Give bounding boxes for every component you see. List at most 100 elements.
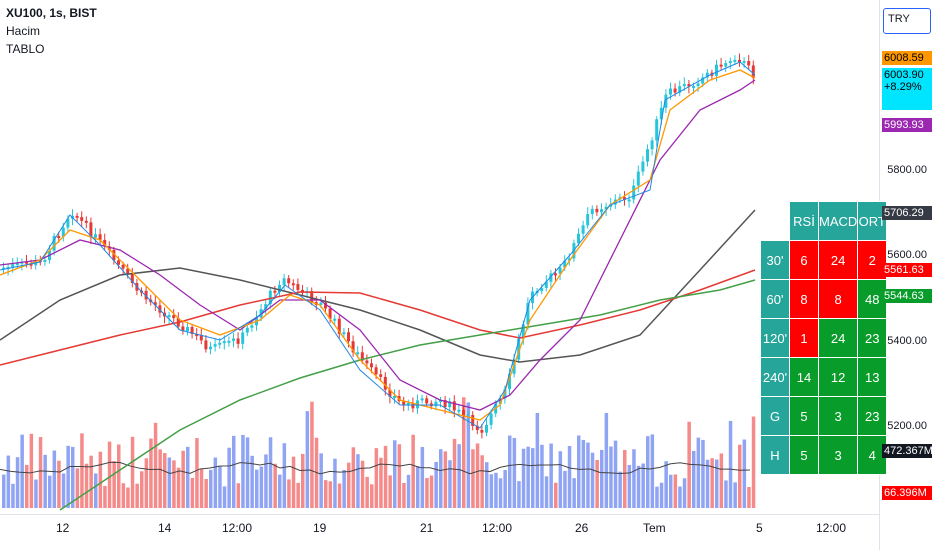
candle [485, 424, 488, 433]
volume-bar [650, 434, 655, 508]
volume-bar [84, 463, 89, 508]
volume-bar [199, 469, 204, 508]
candle [383, 376, 387, 390]
time-tick: 12 [56, 521, 70, 535]
candle [609, 204, 613, 207]
candle [420, 398, 424, 401]
currency-selector[interactable]: TRY [883, 8, 931, 34]
volume-bar [43, 454, 47, 508]
candle [282, 278, 286, 285]
volume-bar [140, 471, 144, 508]
volume-bar [600, 449, 604, 508]
volume-bar [29, 433, 34, 508]
candle [590, 208, 594, 215]
volume-ma-line [0, 461, 751, 475]
ma-red-line [0, 269, 756, 366]
candle [291, 283, 295, 286]
volume-bar [448, 460, 452, 508]
table-cell: 1 [789, 318, 819, 358]
volume-indicator-label[interactable]: Hacim [6, 24, 41, 38]
price-tick: 5200.00 [887, 420, 927, 432]
candle [567, 258, 571, 261]
candle [498, 398, 502, 404]
volume-bar [38, 437, 43, 508]
candle [669, 88, 672, 95]
candle [687, 84, 691, 87]
volume-bar [425, 477, 429, 508]
candle [75, 215, 79, 218]
table-cell: 23 [857, 396, 888, 436]
candle [29, 263, 33, 266]
volume-bar [475, 443, 480, 508]
volume-bar [544, 476, 549, 508]
row-label: 60' [760, 279, 790, 319]
candle [117, 260, 120, 265]
candle [600, 209, 603, 213]
candle [278, 284, 281, 293]
volume-bar [135, 483, 139, 508]
table-cell: 5 [789, 435, 819, 475]
candle [333, 318, 337, 321]
volume-bar [25, 464, 29, 508]
symbol-title[interactable]: XU100, 1s, BIST [6, 6, 97, 20]
volume-bar [356, 454, 360, 508]
candle [673, 88, 677, 93]
candle [577, 233, 580, 244]
volume-bar [227, 447, 231, 508]
volume-bar [443, 451, 448, 508]
volume-bar [130, 436, 135, 508]
candle [158, 305, 162, 313]
candle [43, 259, 47, 262]
volume-bar [324, 480, 328, 508]
volume-bar [641, 463, 645, 508]
candle [462, 409, 465, 416]
volume-bar [388, 475, 392, 508]
candle [273, 290, 277, 293]
table-cell: 24 [817, 318, 859, 358]
candle [264, 304, 268, 310]
candle [347, 332, 350, 342]
candle [374, 367, 378, 375]
volume-bar [6, 455, 11, 508]
candle [705, 72, 709, 78]
candle [328, 308, 332, 319]
volume-bar [673, 474, 678, 508]
volume-bar [521, 448, 526, 508]
candle [80, 217, 84, 221]
candle [558, 267, 562, 274]
candle [25, 261, 28, 264]
volume-bar [250, 455, 254, 508]
volume-bar [751, 416, 756, 508]
volume-bar [305, 411, 310, 508]
volume-bar [457, 444, 461, 508]
time-tick: 14 [158, 521, 172, 535]
volume-bar [80, 433, 84, 508]
volume-bar [623, 449, 627, 508]
volume-bar [439, 449, 443, 508]
candle [650, 140, 654, 150]
volume-bar [498, 478, 503, 508]
volume-bar [627, 464, 632, 508]
time-tick: 26 [575, 521, 589, 535]
table-indicator-label[interactable]: TABLO [6, 42, 45, 56]
candle [540, 288, 544, 292]
volume-bar [618, 471, 622, 508]
volume-bar [581, 439, 586, 508]
volume-bar [209, 469, 213, 508]
volume-bar [71, 446, 75, 508]
candle [457, 409, 461, 412]
table-cell: 12 [817, 357, 859, 397]
price-tag-green: 5544.63 [882, 289, 932, 303]
volume-tag-red: 66.396M [882, 486, 932, 500]
volume-bar [577, 435, 581, 508]
table-cell: 24 [817, 240, 859, 280]
candle [604, 206, 608, 210]
table-cell: 3 [817, 435, 859, 475]
volume-bar [705, 459, 710, 508]
candle [360, 352, 364, 361]
volume-bar [66, 445, 70, 508]
candle [411, 402, 415, 409]
time-axis[interactable]: 12 14 12:00 19 21 12:00 26 Tem 5 12:00 [0, 514, 880, 551]
candle [664, 94, 668, 108]
